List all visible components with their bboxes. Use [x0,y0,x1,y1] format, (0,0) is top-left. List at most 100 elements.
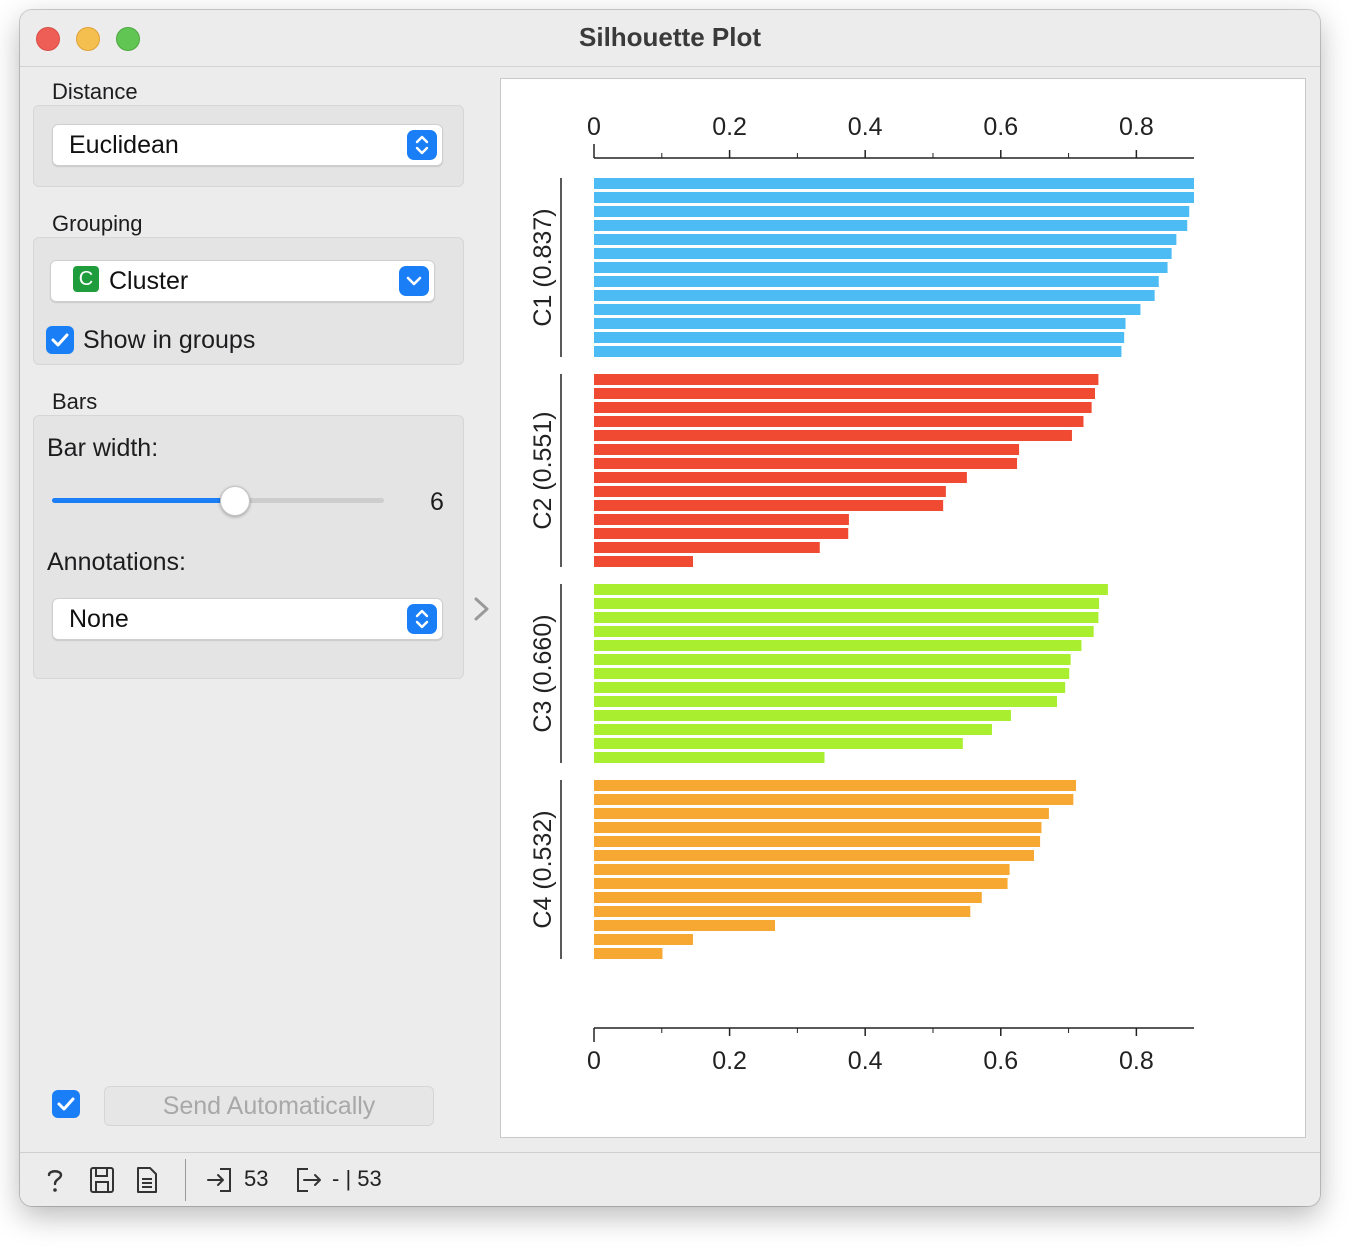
input-signal-icon [206,1165,234,1195]
silhouette-bar-c2 [594,458,1018,469]
bar-width-label: Bar width: [47,434,159,462]
output-signal-icon [294,1165,324,1195]
silhouette-bar-c2 [594,472,967,483]
distance-box: Euclidean [33,105,464,187]
bar-width-slider-fill [52,498,235,503]
silhouette-bar-c4 [594,892,982,903]
silhouette-bar-c4 [594,808,1049,819]
silhouette-bar-c2 [594,486,946,497]
silhouette-bar-c1 [594,318,1126,329]
silhouette-bar-c4 [594,864,1010,875]
silhouette-bar-c4 [594,920,776,931]
silhouette-bar-c4 [594,822,1042,833]
status-bar: 53 - | 53 [20,1152,1320,1206]
silhouette-bar-c1 [594,346,1122,357]
silhouette-bar-c2 [594,514,849,525]
up-down-chevron-icon [407,130,437,160]
silhouette-bar-c1 [594,178,1194,189]
silhouette-plot-window: Silhouette Plot Distance Euclidean Group… [20,10,1320,1206]
bottom-axis-tick-label: 0.2 [712,1047,747,1075]
top-axis-tick-label: 0.6 [983,113,1018,141]
output-count: - | 53 [332,1166,382,1191]
silhouette-bar-c2 [594,416,1084,427]
distance-label: Distance [52,79,138,104]
send-automatically-checkbox[interactable] [52,1090,80,1118]
annotations-combobox[interactable]: None [52,598,443,640]
silhouette-bar-c3 [594,710,1011,721]
silhouette-bar-c3 [594,626,1094,637]
silhouette-bar-c1 [594,192,1194,203]
silhouette-bar-c3 [594,724,992,735]
silhouette-bar-c1 [594,276,1159,287]
top-axis-tick-label: 0.2 [712,113,747,141]
silhouette-bar-c3 [594,584,1108,595]
silhouette-bar-c2 [594,500,944,511]
grouping-selected-value: Cluster [109,267,189,295]
cluster-label-c3: C3 (0.660) [529,614,557,732]
chevron-down-icon [399,266,429,296]
window-title: Silhouette Plot [579,22,761,52]
silhouette-bar-c2 [594,402,1092,413]
top-axis-tick-label: 0.8 [1119,113,1154,141]
silhouette-bar-c1 [594,234,1177,245]
cluster-label-c2: C2 (0.551) [529,411,557,529]
zoom-window-button[interactable] [116,27,140,51]
silhouette-bar-c4 [594,836,1041,847]
top-axis-tick-label: 0 [587,113,601,141]
input-count: 53 [244,1166,269,1191]
silhouette-bar-c2 [594,528,849,539]
show-in-groups-checkbox[interactable] [46,326,74,354]
silhouette-bar-c1 [594,332,1125,343]
categorical-variable-icon: C [73,266,99,292]
silhouette-bar-c3 [594,696,1058,707]
silhouette-bar-c3 [594,598,1100,609]
bottom-axis-tick-label: 0.4 [848,1047,883,1075]
distance-combobox[interactable]: Euclidean [52,124,443,166]
grouping-combobox[interactable]: C Cluster [50,260,435,302]
bar-width-slider-handle[interactable] [219,486,250,516]
silhouette-bar-c2 [594,444,1020,455]
checkmark-icon [51,333,69,347]
collapse-panel-chevron-icon[interactable] [470,594,494,624]
bottom-axis-tick-label: 0 [587,1047,601,1075]
silhouette-bar-c4 [594,794,1074,805]
silhouette-plot-area: 0 0 0.2 0.2 0.4 0.4 0.6 0.6 0.8 0.8 C1 (0.837) C2 (… [500,78,1306,1138]
cluster-label-c4: C4 (0.532) [529,810,557,928]
grouping-box: C Cluster Show in groups [33,237,464,365]
annotations-label: Annotations: [47,548,186,576]
silhouette-bar-c1 [594,206,1190,217]
bars-box: Bar width: 6 Annotations: None [33,415,464,679]
bar-width-slider-track[interactable] [52,498,384,503]
silhouette-bar-c2 [594,556,693,567]
close-window-button[interactable] [36,27,60,51]
silhouette-bar-c4 [594,934,693,945]
send-automatically-button[interactable]: Send Automatically [104,1086,434,1126]
status-divider [185,1159,186,1201]
silhouette-bar-c1 [594,248,1172,259]
silhouette-bar-c1 [594,304,1141,315]
report-icon[interactable] [134,1165,160,1195]
minimize-window-button[interactable] [76,27,100,51]
silhouette-chart: 0 0 0.2 0.2 0.4 0.4 0.6 0.6 0.8 0.8 C1 (0.837) C2 (… [529,113,1194,1075]
silhouette-bar-c1 [594,262,1168,273]
show-in-groups-label[interactable]: Show in groups [83,326,256,354]
silhouette-bar-c4 [594,850,1034,861]
silhouette-bar-c2 [594,374,1099,385]
silhouette-bar-c4 [594,780,1077,791]
bar-width-value: 6 [430,488,444,516]
silhouette-bar-c3 [594,668,1070,679]
save-icon[interactable] [88,1165,116,1195]
silhouette-bar-c3 [594,612,1099,623]
silhouette-bar-c4 [594,906,971,917]
silhouette-bar-c2 [594,430,1072,441]
silhouette-bar-c3 [594,640,1082,651]
grouping-label: Grouping [52,211,143,236]
bars-label: Bars [52,389,98,414]
silhouette-bar-c3 [594,654,1071,665]
up-down-chevron-icon [407,604,437,634]
cluster-label-c1: C1 (0.837) [529,208,557,326]
help-icon[interactable] [42,1165,68,1195]
bottom-axis-tick-label: 0.6 [983,1047,1018,1075]
silhouette-bar-c1 [594,220,1188,231]
bottom-axis-tick-label: 0.8 [1119,1047,1154,1075]
